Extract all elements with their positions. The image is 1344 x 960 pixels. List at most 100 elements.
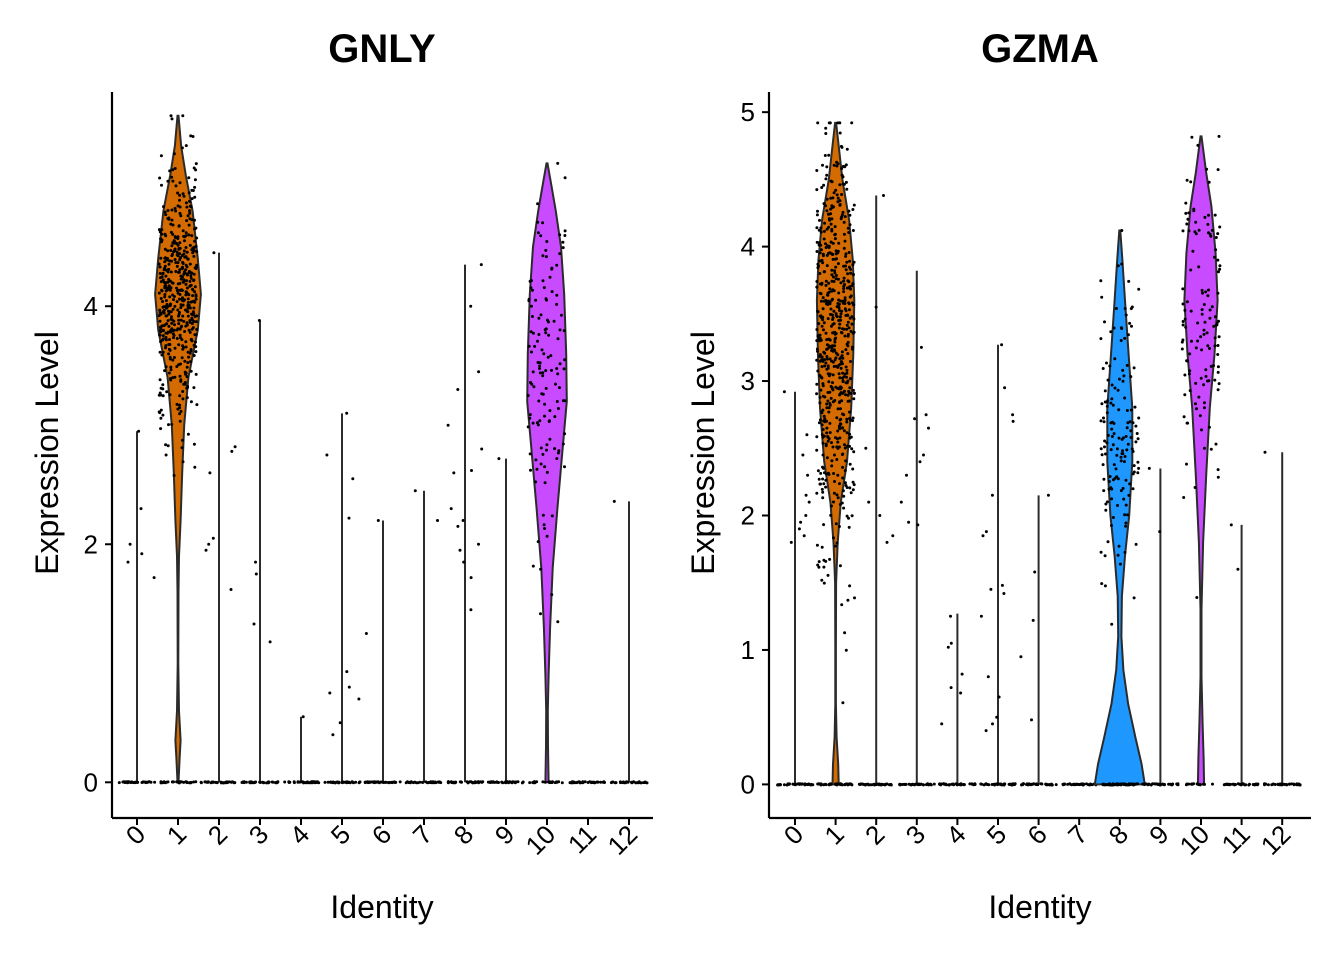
data-point <box>540 348 544 352</box>
data-point <box>164 331 168 335</box>
data-point <box>479 263 483 267</box>
data-point <box>1132 596 1136 600</box>
data-point <box>160 232 164 236</box>
data-point <box>158 308 162 312</box>
data-point <box>847 308 851 312</box>
data-point <box>859 782 863 786</box>
data-point <box>822 414 826 418</box>
data-point <box>816 563 820 567</box>
data-point <box>195 250 199 254</box>
data-point <box>1124 524 1128 528</box>
data-point <box>1000 583 1004 587</box>
violin-group-3 <box>898 270 936 787</box>
data-point <box>815 435 819 439</box>
data-point <box>621 781 625 785</box>
data-point <box>192 386 196 390</box>
data-point <box>826 244 830 248</box>
data-point <box>180 288 184 292</box>
data-point <box>1106 540 1110 544</box>
data-point <box>542 286 546 290</box>
data-point <box>1112 422 1116 425</box>
data-point <box>1213 344 1217 348</box>
data-point <box>1106 378 1110 382</box>
data-point <box>171 332 175 336</box>
data-point <box>168 169 172 173</box>
data-point <box>1112 432 1116 436</box>
data-point <box>1108 475 1112 478</box>
data-point <box>1217 335 1221 339</box>
data-point <box>1207 379 1211 383</box>
data-point <box>545 470 549 474</box>
data-point <box>840 331 844 335</box>
data-point <box>189 349 193 353</box>
violin-group-7 <box>404 489 443 785</box>
data-point <box>1103 439 1107 443</box>
data-point <box>821 163 824 167</box>
data-point <box>821 490 825 494</box>
data-point <box>541 254 545 258</box>
data-point <box>165 303 169 306</box>
data-point <box>161 387 165 391</box>
data-point <box>254 780 258 784</box>
data-point <box>834 249 838 253</box>
data-point <box>825 426 829 430</box>
data-point <box>1111 516 1115 519</box>
data-point <box>166 330 170 334</box>
data-point <box>827 372 831 376</box>
data-point <box>902 782 906 786</box>
violin-group-4 <box>938 613 977 787</box>
data-point <box>539 234 543 238</box>
data-point <box>949 641 953 645</box>
data-point <box>556 451 560 455</box>
data-point <box>188 279 192 283</box>
data-point <box>833 257 837 261</box>
data-point <box>531 781 535 784</box>
data-point <box>546 318 549 322</box>
data-point <box>536 202 540 206</box>
data-point <box>826 293 829 297</box>
data-point <box>833 340 837 344</box>
data-point <box>528 413 532 417</box>
data-point <box>1125 426 1129 430</box>
data-point <box>824 132 828 135</box>
data-point <box>159 280 163 284</box>
data-point <box>495 780 499 784</box>
data-point <box>292 780 296 784</box>
violin-group-8 <box>446 263 485 785</box>
data-point <box>159 325 162 329</box>
data-point <box>1187 211 1191 215</box>
data-point <box>918 460 922 464</box>
data-point <box>1244 783 1248 787</box>
data-point <box>841 356 845 360</box>
data-point <box>828 287 832 291</box>
data-point <box>542 352 546 356</box>
data-point <box>331 780 335 784</box>
data-point <box>1189 180 1193 184</box>
data-point <box>816 121 820 125</box>
gzma-plot-title: GZMA <box>981 27 1099 71</box>
data-point <box>1207 231 1210 235</box>
data-point <box>825 355 829 358</box>
data-point <box>178 268 182 272</box>
data-point <box>160 275 164 279</box>
data-point <box>182 234 186 238</box>
data-point <box>844 381 848 385</box>
data-point <box>177 314 180 318</box>
data-point <box>828 344 831 348</box>
data-point <box>1205 167 1209 171</box>
data-point <box>820 186 824 189</box>
data-point <box>180 324 184 328</box>
data-point <box>842 279 846 283</box>
data-point <box>173 323 176 327</box>
data-point <box>1209 234 1213 238</box>
data-point <box>1214 236 1218 239</box>
data-point <box>446 423 450 427</box>
data-point <box>843 296 847 300</box>
data-point <box>844 254 848 258</box>
data-point <box>1103 389 1107 393</box>
data-point <box>188 217 192 221</box>
data-point <box>180 254 184 257</box>
data-point <box>1104 452 1107 456</box>
data-point <box>184 263 188 267</box>
data-point <box>825 456 829 460</box>
